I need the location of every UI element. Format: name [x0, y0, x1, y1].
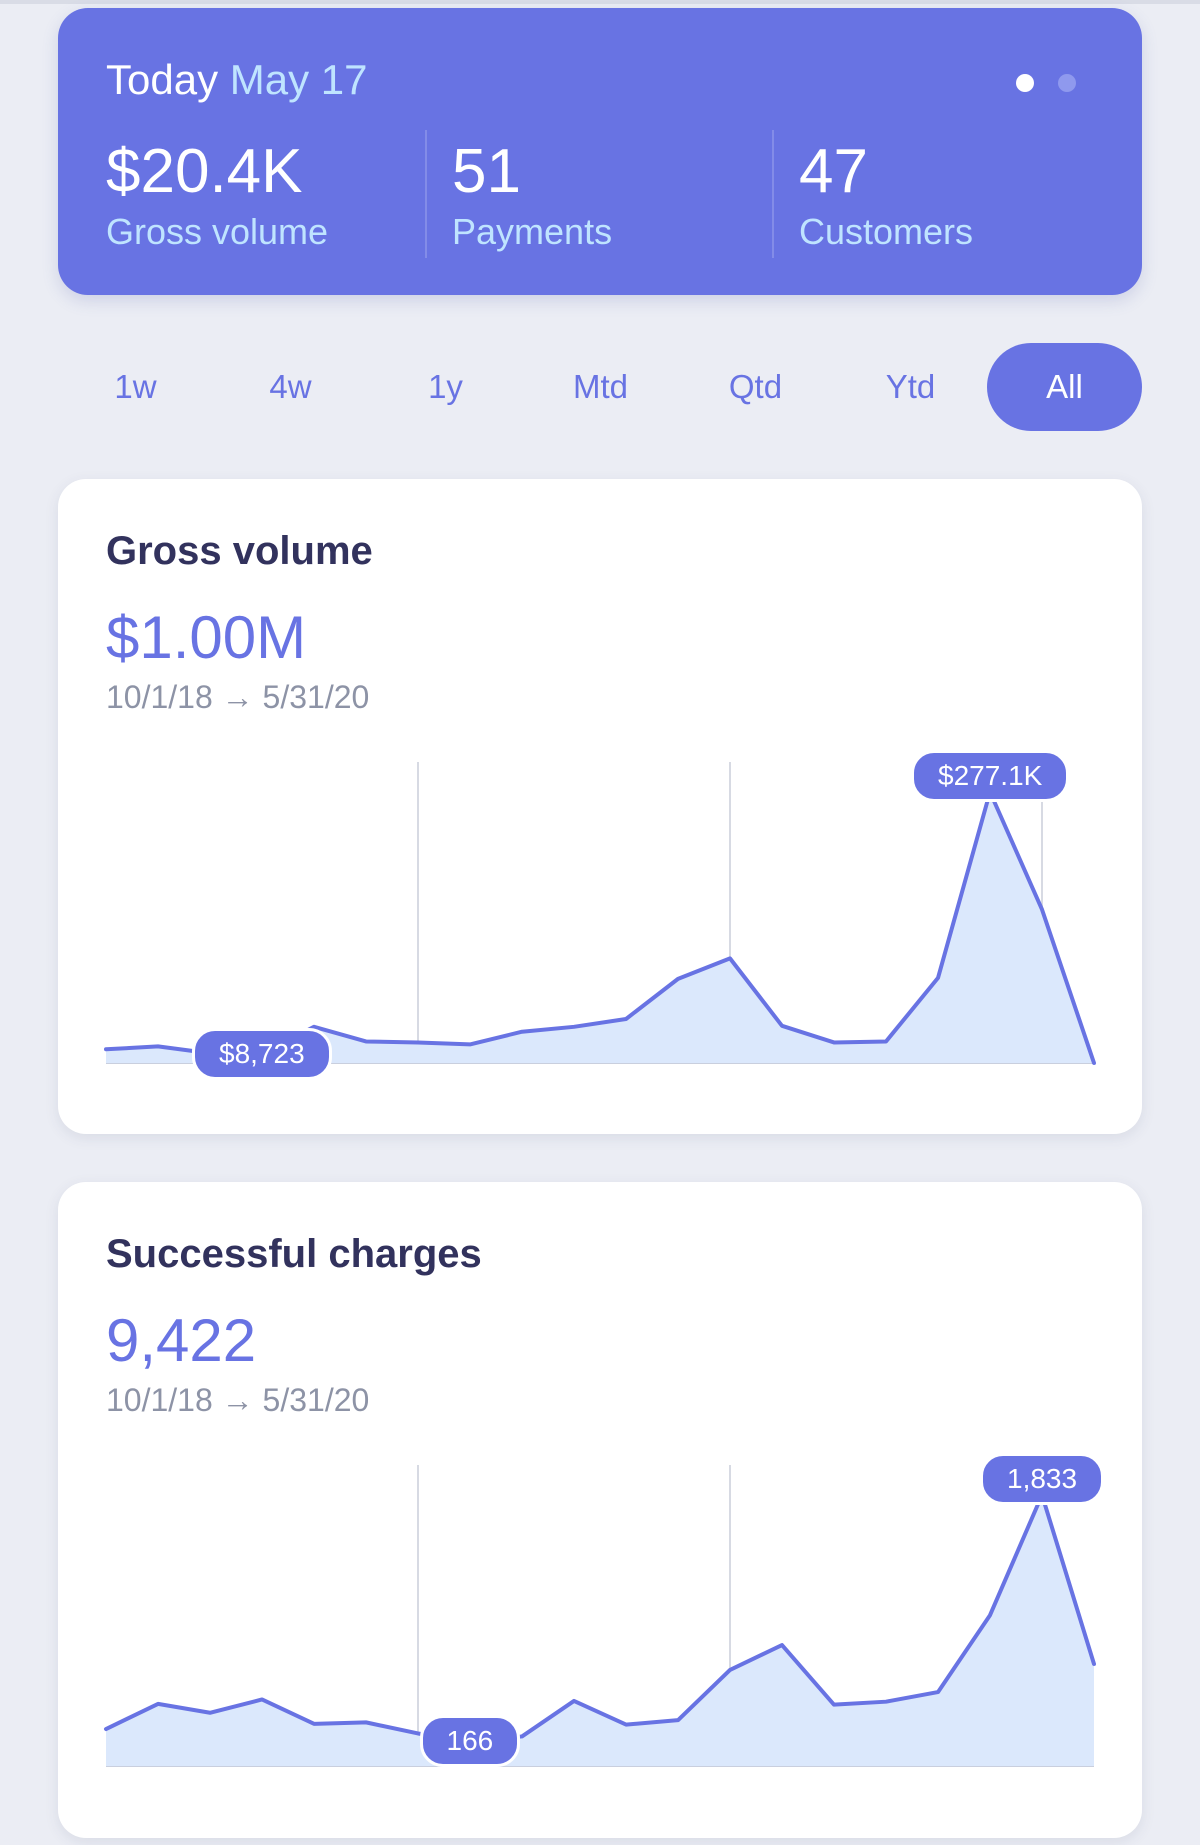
- tab-mtd[interactable]: Mtd: [572, 368, 628, 405]
- tab-1y[interactable]: 1y: [428, 368, 463, 405]
- today-summary-card[interactable]: Today May 17 $20.4K Gross volume 51 Paym…: [58, 8, 1142, 295]
- chart-area: [106, 1495, 1094, 1766]
- today-label: Today: [106, 56, 219, 103]
- customers-value: 47: [799, 137, 868, 206]
- date-range-tabs: 1w 4w 1y Mtd Qtd Ytd All: [58, 343, 1142, 431]
- payments-label: Payments: [452, 211, 613, 252]
- card-total: $1.00M: [106, 604, 307, 671]
- gross-volume-metric: $20.4K Gross volume: [106, 136, 328, 254]
- metric-divider: [772, 130, 774, 258]
- chart-min-label: 166: [419, 1715, 521, 1768]
- chart-min-label: $8,723: [192, 1028, 332, 1081]
- card-date-range: 10/1/18 → 5/31/20: [106, 1382, 370, 1418]
- tab-1w[interactable]: 1w: [114, 368, 157, 405]
- card-total: 9,422: [106, 1307, 257, 1374]
- chart-area: [106, 792, 1094, 1063]
- tab-all[interactable]: All: [987, 343, 1142, 431]
- tab-qtd[interactable]: Qtd: [728, 368, 783, 405]
- chart-line: [104, 1493, 1096, 1744]
- tab-ytd[interactable]: Ytd: [885, 368, 936, 405]
- customers-label: Customers: [799, 211, 974, 252]
- metric-divider: [425, 130, 427, 258]
- gross-volume-card[interactable]: Gross volume $1.00M 10/1/18 → 5/31/20 $8…: [58, 479, 1142, 1134]
- today-date: May 17: [229, 56, 368, 103]
- page-dot-2[interactable]: [1058, 74, 1076, 92]
- chart-max-label: $277.1K: [911, 750, 1070, 802]
- card-title: Successful charges: [106, 1232, 482, 1276]
- page-dot-1[interactable]: [1016, 74, 1034, 92]
- payments-metric: 51 Payments: [452, 136, 612, 254]
- page-indicator[interactable]: [992, 74, 1076, 97]
- payments-value: 51: [452, 137, 521, 206]
- card-date-range: 10/1/18 → 5/31/20: [106, 679, 370, 715]
- successful-charges-card[interactable]: Successful charges 9,422 10/1/18 → 5/31/…: [58, 1182, 1142, 1838]
- card-title: Gross volume: [106, 529, 373, 573]
- customers-metric: 47 Customers: [799, 136, 973, 254]
- successful-charges-chart[interactable]: [58, 1182, 1142, 1838]
- tab-4w[interactable]: 4w: [269, 368, 312, 405]
- gross-volume-value: $20.4K: [106, 137, 303, 206]
- today-header: Today May 17: [106, 56, 367, 104]
- gross-volume-label: Gross volume: [106, 211, 329, 252]
- status-divider: [0, 0, 1200, 4]
- chart-max-label: 1,833: [980, 1453, 1105, 1505]
